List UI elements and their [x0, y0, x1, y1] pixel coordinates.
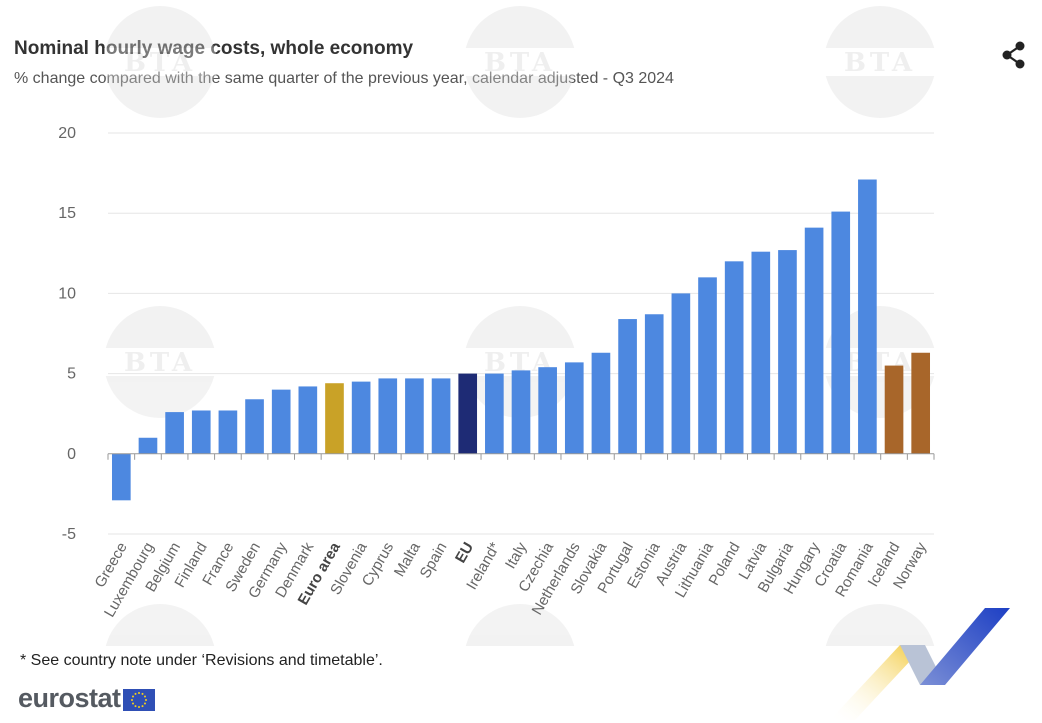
x-tick-label: EU	[452, 540, 477, 567]
watermark-text: BTA	[124, 48, 196, 78]
bar-belgium[interactable]	[165, 412, 184, 454]
watermark: BTA	[104, 6, 216, 118]
y-tick-label: 10	[58, 285, 76, 302]
bar-romania[interactable]	[858, 179, 877, 454]
bar-croatia[interactable]	[831, 211, 851, 454]
watermark-layer: BTABTABTABTABTABTABTABTABTA	[104, 6, 936, 650]
bar-norway[interactable]	[911, 352, 931, 454]
y-tick-label: 20	[58, 125, 76, 142]
bar-hungary[interactable]	[804, 227, 824, 454]
watermark: BTA	[824, 604, 936, 650]
bar-slovenia[interactable]	[351, 381, 371, 454]
watermark: BTA	[104, 604, 216, 650]
share-button[interactable]	[998, 39, 1030, 71]
x-axis	[107, 453, 935, 460]
bar-france[interactable]	[218, 410, 238, 454]
bar-czechia[interactable]	[538, 367, 557, 454]
watermark: BTA	[104, 306, 216, 418]
bar-netherlands[interactable]	[564, 362, 584, 454]
bars	[111, 179, 931, 501]
bar-austria[interactable]	[671, 293, 691, 454]
watermark-text: BTA	[124, 348, 196, 378]
eurostat-logo[interactable]: eurostat	[18, 682, 155, 714]
watermark: BTA	[824, 6, 936, 118]
bar-greece[interactable]	[111, 453, 131, 501]
bar-estonia[interactable]	[644, 314, 664, 454]
bar-spain[interactable]	[431, 378, 451, 454]
decorative-chevron	[830, 608, 1010, 720]
bar-latvia[interactable]	[751, 251, 771, 454]
bar-iceland[interactable]	[884, 365, 904, 454]
y-tick-label: 5	[67, 366, 76, 383]
watermark: BTA	[464, 604, 576, 650]
bar-bulgaria[interactable]	[778, 250, 797, 454]
logo-text: eurostat	[18, 682, 121, 713]
watermark-text: BTA	[844, 646, 916, 650]
bar-ireland[interactable]	[485, 373, 504, 454]
watermark-text: BTA	[844, 48, 916, 78]
bar-finland[interactable]	[191, 410, 211, 454]
y-tick-label: -5	[62, 526, 76, 543]
bar-germany[interactable]	[271, 389, 291, 454]
bar-eu[interactable]	[458, 373, 478, 454]
y-tick-label: 15	[58, 205, 76, 222]
bar-portugal[interactable]	[618, 319, 637, 454]
y-tick-label: 0	[67, 446, 76, 463]
footnote: * See country note under ‘Revisions and …	[20, 652, 383, 669]
bar-lithuania[interactable]	[698, 277, 717, 454]
watermark-text: BTA	[484, 48, 556, 78]
bar-denmark[interactable]	[298, 386, 318, 454]
chart-title: Nominal hourly wage costs, whole economy	[14, 38, 414, 59]
bar-italy[interactable]	[511, 370, 531, 454]
eu-flag-icon	[122, 689, 155, 711]
bar-malta[interactable]	[405, 378, 424, 454]
bar-sweden[interactable]	[245, 399, 264, 454]
bar-cyprus[interactable]	[378, 378, 398, 454]
watermark-text: BTA	[124, 646, 196, 650]
y-axis-ticks: -5 0 5 10 15 20	[58, 125, 76, 543]
x-tick-label: Spain	[417, 540, 451, 582]
watermark-text: BTA	[484, 646, 556, 650]
watermark: BTA	[464, 6, 576, 118]
bar-euro-area[interactable]	[325, 383, 344, 454]
bar-luxembourg[interactable]	[138, 437, 158, 454]
chart-subtitle: % change compared with the same quarter …	[14, 70, 674, 87]
share-icon	[1002, 41, 1025, 69]
bar-slovakia[interactable]	[591, 352, 611, 454]
bar-poland[interactable]	[724, 261, 744, 454]
